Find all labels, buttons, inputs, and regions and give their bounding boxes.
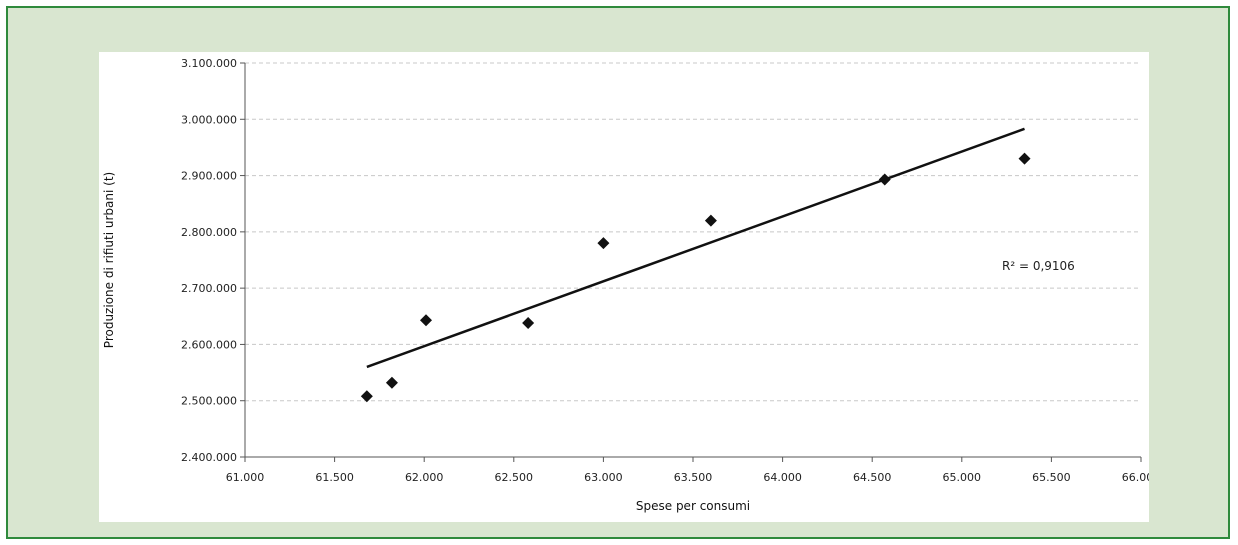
y-tick-label: 2.900.000 [181, 170, 237, 183]
data-point [878, 173, 891, 186]
data-point [597, 237, 610, 250]
x-tick-label: 61.500 [315, 471, 354, 484]
data-point [1018, 152, 1031, 165]
y-tick-label: 2.800.000 [181, 226, 237, 239]
data-points [360, 152, 1031, 403]
r-squared-annotation: R² = 0,9106 [1002, 259, 1075, 273]
y-tick-labels: 2.400.000 2.500.000 2.600.000 2.700.000 2.80… [181, 57, 237, 464]
x-tick-label: 65.000 [943, 471, 982, 484]
trendline-group [366, 127, 1025, 369]
x-axis-title: Spese per consumi [636, 499, 750, 513]
data-point [522, 317, 535, 330]
y-tick-label: 3.100.000 [181, 57, 237, 70]
y-tick-label: 2.500.000 [181, 395, 237, 408]
data-point [419, 314, 432, 327]
y-axis-title: Produzione di rifiuti urbani (t) [102, 172, 116, 348]
axes [240, 62, 1142, 462]
trendline [366, 127, 1025, 369]
x-tick-label: 63.500 [674, 471, 713, 484]
x-tick-label: 65.500 [1032, 471, 1071, 484]
x-tick-labels: 61.000 61.500 62.000 62.500 63.000 63.500 64.0… [226, 471, 1149, 484]
grid-lines [245, 62, 1141, 402]
data-point [360, 390, 373, 403]
chart-panel: 2.400.000 2.500.000 2.600.000 2.700.000 2.80… [99, 52, 1149, 522]
x-tick-label: 61.000 [226, 471, 265, 484]
x-tick-label: 62.500 [495, 471, 534, 484]
data-point [385, 376, 398, 389]
y-tick-label: 2.600.000 [181, 338, 237, 351]
chart-frame: 2.400.000 2.500.000 2.600.000 2.700.000 2.80… [6, 6, 1230, 539]
scatter-chart: 2.400.000 2.500.000 2.600.000 2.700.000 2.80… [102, 57, 1149, 513]
y-tick-label: 2.700.000 [181, 282, 237, 295]
y-tick-label: 3.000.000 [181, 113, 237, 126]
x-tick-label: 64.000 [763, 471, 802, 484]
data-point [704, 214, 717, 227]
x-tick-label: 62.000 [405, 471, 444, 484]
x-tick-label: 63.000 [584, 471, 623, 484]
y-tick-label: 2.400.000 [181, 451, 237, 464]
x-tick-label: 64.500 [853, 471, 892, 484]
x-tick-label: 66.000 [1122, 471, 1149, 484]
